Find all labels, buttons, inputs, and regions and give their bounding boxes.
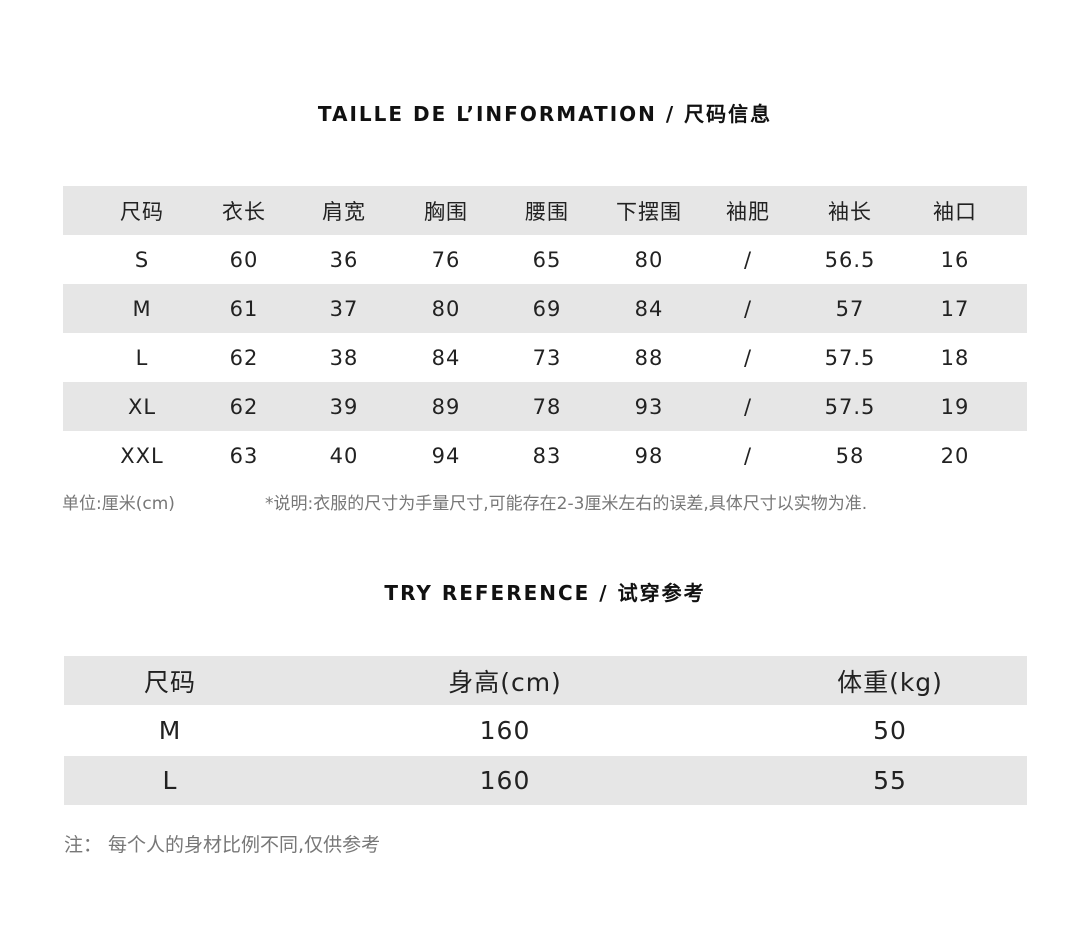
table-cell: 78	[532, 394, 562, 419]
header-cell: 尺码	[120, 199, 164, 224]
table-row: L 160 55	[64, 756, 1027, 805]
table-cell: 89	[431, 394, 461, 419]
header-cell: 衣长	[222, 199, 266, 224]
header-cell: 下摆围	[616, 199, 682, 224]
table-cell: 57.5	[824, 394, 876, 419]
table-cell: 36	[329, 247, 359, 272]
size-table: 尺码 衣长 肩宽 胸围 腰围 下摆围 袖肥 袖长 袖口 S 60 36 76 65 80 / 56.5 16 M 61…	[63, 186, 1027, 480]
table-cell: M	[132, 296, 152, 321]
header-row: 尺码 身高(cm) 体重(kg)	[64, 656, 1027, 705]
table-cell: 88	[634, 345, 664, 370]
table-row: L 62 38 84 73 88 / 57.5 18	[63, 333, 1027, 382]
table-cell: M	[158, 716, 182, 745]
table-cell: 62	[229, 394, 259, 419]
table-cell: 17	[940, 296, 970, 321]
table-cell: 16	[940, 247, 970, 272]
table-cell: 69	[532, 296, 562, 321]
table-cell: 160	[479, 716, 531, 745]
table-cell: 62	[229, 345, 259, 370]
table-cell: 160	[479, 766, 531, 795]
header-cell: 肩宽	[322, 199, 366, 224]
table-cell: 39	[329, 394, 359, 419]
table-cell: /	[743, 394, 753, 419]
header-cell: 尺码	[143, 667, 197, 697]
try-reference-note: 注： 每个人的身材比例不同,仅供参考	[64, 834, 381, 856]
table-cell: 61	[229, 296, 259, 321]
table-row: S 60 36 76 65 80 / 56.5 16	[63, 235, 1027, 284]
table-cell: 93	[634, 394, 664, 419]
header-cell: 腰围	[525, 199, 569, 224]
table-cell: 84	[431, 345, 461, 370]
table-cell: /	[743, 296, 753, 321]
table-cell: 19	[940, 394, 970, 419]
table-row: M 160 50	[64, 705, 1027, 756]
try-reference-table: 尺码 身高(cm) 体重(kg) M 160 50 L 160 55	[64, 656, 1027, 805]
table-cell: 73	[532, 345, 562, 370]
table-cell: 80	[431, 296, 461, 321]
table-cell: 98	[634, 443, 664, 468]
table-cell: 20	[940, 443, 970, 468]
table-cell: XXL	[120, 443, 164, 468]
table-cell: 65	[532, 247, 562, 272]
table-cell: 58	[835, 443, 865, 468]
table-cell: 57	[835, 296, 865, 321]
unit-note: 单位:厘米(cm)	[62, 494, 175, 514]
table-cell: L	[135, 345, 149, 370]
header-cell: 袖长	[828, 199, 872, 224]
table-cell: 76	[431, 247, 461, 272]
header-row: 尺码 衣长 肩宽 胸围 腰围 下摆围 袖肥 袖长 袖口	[63, 186, 1027, 235]
table-row: XL 62 39 89 78 93 / 57.5 19	[63, 382, 1027, 431]
table-cell: 63	[229, 443, 259, 468]
table-cell: /	[743, 345, 753, 370]
table-cell: 84	[634, 296, 664, 321]
table-cell: /	[743, 247, 753, 272]
table-cell: 40	[329, 443, 359, 468]
table-cell: 94	[431, 443, 461, 468]
header-cell: 胸围	[424, 199, 468, 224]
table-cell: S	[134, 247, 150, 272]
table-cell: 57.5	[824, 345, 876, 370]
measurement-note: *说明:衣服的尺寸为手量尺寸,可能存在2-3厘米左右的误差,具体尺寸以实物为准.	[265, 494, 868, 514]
table-cell: 50	[873, 716, 907, 745]
table-cell: 60	[229, 247, 259, 272]
table-row: XXL 63 40 94 83 98 / 58 20	[63, 431, 1027, 480]
table-cell: 55	[873, 766, 907, 795]
table-row: M 61 37 80 69 84 / 57 17	[63, 284, 1027, 333]
table-cell: 37	[329, 296, 359, 321]
header-cell: 身高(cm)	[448, 667, 562, 697]
header-cell: 袖口	[933, 199, 977, 224]
table-cell: XL	[127, 394, 157, 419]
table-cell: 38	[329, 345, 359, 370]
table-cell: L	[162, 766, 178, 795]
size-info-title: TAILLE DE L’INFORMATION / 尺码信息	[317, 102, 773, 126]
table-cell: 83	[532, 443, 562, 468]
table-cell: 56.5	[824, 247, 876, 272]
header-cell: 袖肥	[726, 199, 770, 224]
table-cell: 18	[940, 345, 970, 370]
try-reference-title: TRY REFERENCE / 试穿参考	[384, 581, 706, 605]
table-cell: 80	[634, 247, 664, 272]
header-cell: 体重(kg)	[837, 667, 943, 697]
table-cell: /	[743, 443, 753, 468]
